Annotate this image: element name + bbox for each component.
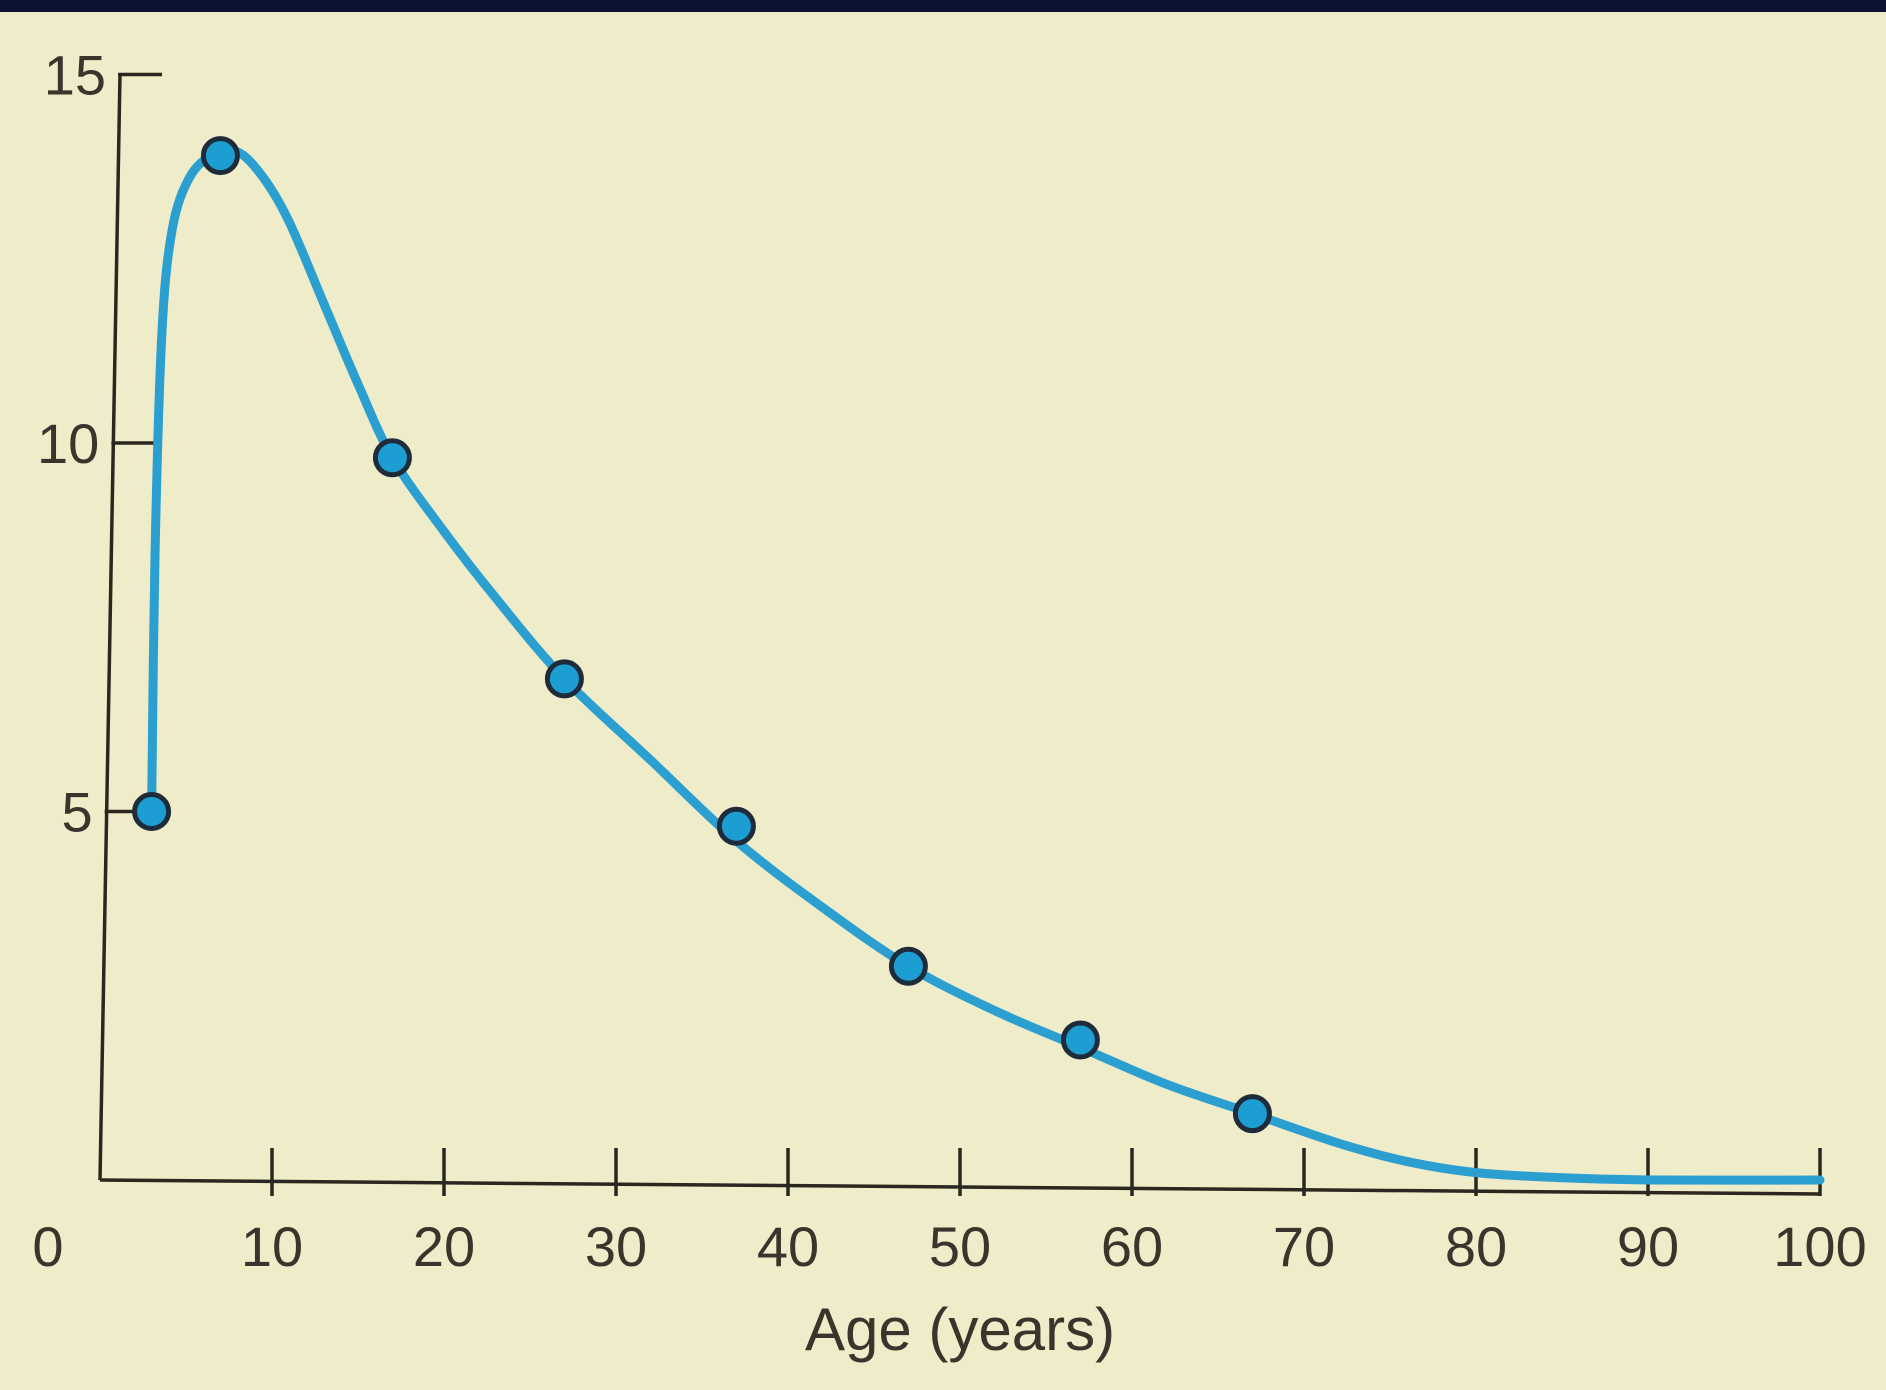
y-tick-label-10: 10	[37, 412, 99, 475]
data-point-1	[200, 136, 240, 176]
data-point-6	[1060, 1020, 1100, 1060]
y-tick-label-15: 15	[44, 44, 106, 107]
chart-container: 0 10 20 30 40 50 60 70 80 90 100 5 10 15 Age (years)	[0, 12, 1886, 1390]
series-0-line	[147, 145, 1825, 1185]
x-tick-label-0: 0	[32, 1215, 63, 1278]
x-axis-title: Age (years)	[805, 1296, 1115, 1363]
y-axis-line	[98, 74, 122, 1181]
x-tick-label-50: 50	[929, 1215, 991, 1278]
axes	[98, 74, 1821, 1196]
data-point-7	[1232, 1094, 1272, 1134]
x-tick-label-60: 60	[1101, 1215, 1163, 1278]
data-point-3	[544, 659, 584, 699]
line-chart: 0 10 20 30 40 50 60 70 80 90 100 5 10 15 Age (years)	[32, 44, 1867, 1364]
data-point-2	[372, 438, 412, 478]
x-tick-label-70: 70	[1273, 1215, 1335, 1278]
x-tick-label-80: 80	[1445, 1215, 1507, 1278]
y-tick-label-5: 5	[62, 781, 93, 844]
x-tick-label-30: 30	[585, 1215, 647, 1278]
y-axis-ticks: 5 10 15	[37, 44, 162, 844]
data-point-5	[888, 946, 928, 986]
x-tick-label-90: 90	[1617, 1215, 1679, 1278]
x-tick-label-100: 100	[1773, 1215, 1866, 1278]
x-tick-label-40: 40	[757, 1215, 819, 1278]
x-tick-label-20: 20	[413, 1215, 475, 1278]
x-axis-ticks: 0 10 20 30 40 50 60 70 80 90 100	[32, 1148, 1867, 1278]
series-layer	[132, 136, 1825, 1185]
data-point-0	[132, 792, 172, 831]
x-tick-label-10: 10	[241, 1215, 303, 1278]
data-point-4	[716, 806, 756, 846]
